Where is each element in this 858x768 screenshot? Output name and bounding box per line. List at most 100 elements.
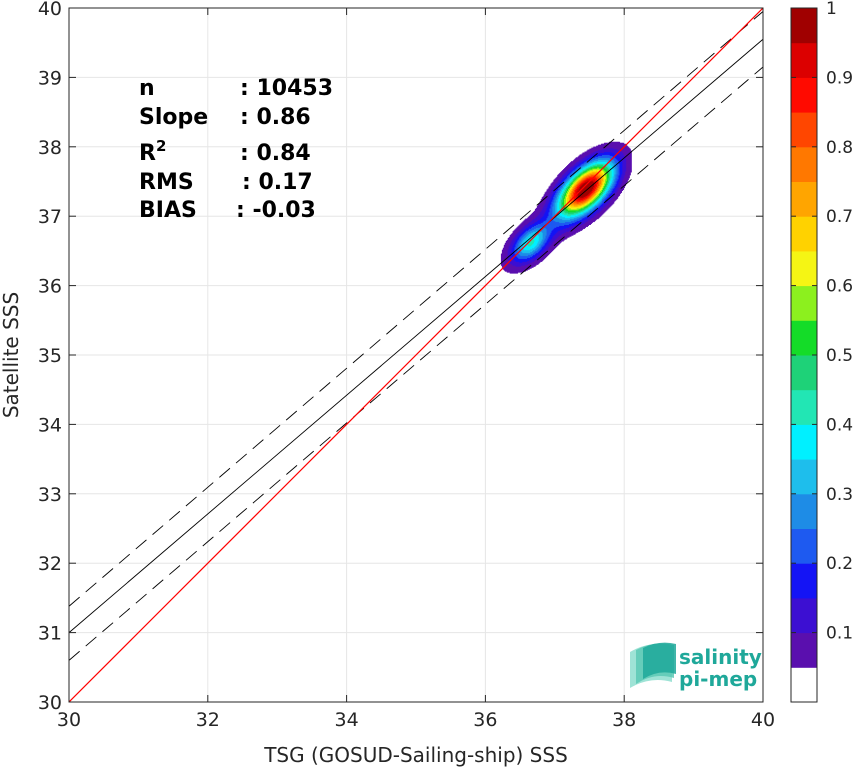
density-cell <box>549 214 552 217</box>
density-cell <box>530 256 532 259</box>
density-cell <box>544 231 547 233</box>
density-cell <box>549 241 552 244</box>
density-cell <box>573 185 576 188</box>
density-cell <box>546 202 549 204</box>
density-cell <box>569 182 572 185</box>
density-cell <box>540 248 543 251</box>
density-cell <box>567 178 569 181</box>
density-cell <box>525 230 527 232</box>
density-cell <box>547 217 550 220</box>
density-cell <box>531 261 533 263</box>
density-cell <box>577 167 580 169</box>
density-cell <box>546 203 549 205</box>
density-cell <box>546 242 549 245</box>
density-cell <box>509 248 512 251</box>
density-cell <box>570 220 573 223</box>
density-cell <box>515 237 518 240</box>
density-cell <box>548 212 551 215</box>
density-cell <box>563 211 565 214</box>
density-cell <box>530 257 532 259</box>
density-cell <box>543 230 546 232</box>
density-cell <box>518 255 521 258</box>
density-cell <box>540 243 543 246</box>
density-cell <box>525 226 527 228</box>
density-cell <box>506 251 509 254</box>
density-cell <box>510 262 513 264</box>
density-cell <box>579 205 582 208</box>
density-cell <box>573 221 576 224</box>
density-cell <box>533 229 536 231</box>
density-cell <box>532 246 534 249</box>
density-cell <box>554 200 556 202</box>
density-cell <box>558 224 560 226</box>
density-cell <box>553 210 555 213</box>
density-cell <box>533 217 535 220</box>
density-cell <box>564 203 566 205</box>
density-cell <box>534 255 537 258</box>
density-cell <box>506 260 509 262</box>
density-cell <box>533 244 536 247</box>
density-cell <box>537 242 540 245</box>
density-cell <box>552 202 555 204</box>
density-cell <box>528 216 530 219</box>
density-cell <box>510 268 513 270</box>
density-cell <box>512 243 515 246</box>
density-cell <box>511 271 514 273</box>
density-cell <box>548 237 551 240</box>
density-cell <box>566 231 568 233</box>
density-cell <box>533 250 536 253</box>
density-cell <box>533 251 535 254</box>
density-cell <box>551 193 554 195</box>
density-cell <box>518 238 521 241</box>
density-cell <box>539 215 542 218</box>
density-cell <box>572 186 575 189</box>
density-cell <box>555 184 557 187</box>
density-cell <box>575 183 578 186</box>
density-cell <box>502 268 505 270</box>
density-cell <box>519 254 521 257</box>
density-cell <box>524 267 526 269</box>
density-cell <box>528 218 530 221</box>
density-cell <box>564 213 566 216</box>
density-cell <box>567 186 570 189</box>
density-cell <box>571 234 574 236</box>
density-cell <box>579 207 582 210</box>
density-cell <box>516 249 519 252</box>
density-cell <box>550 197 553 199</box>
density-cell <box>574 177 577 180</box>
density-cell <box>527 217 529 220</box>
density-cell <box>534 250 537 253</box>
density-cell <box>568 211 571 214</box>
density-cell <box>532 243 534 246</box>
density-cell <box>570 161 573 163</box>
density-cell <box>561 190 563 192</box>
density-cell <box>571 169 574 171</box>
density-cell <box>571 205 574 208</box>
density-cell <box>573 162 576 164</box>
density-cell <box>533 254 535 257</box>
density-cell <box>530 263 532 265</box>
density-cell <box>552 186 555 189</box>
density-cell <box>577 203 580 205</box>
density-cell <box>511 242 514 245</box>
density-cell <box>554 226 556 228</box>
density-cell <box>540 236 543 238</box>
density-cell <box>536 222 539 225</box>
density-cell <box>519 239 521 242</box>
density-cell <box>571 177 574 180</box>
density-cell <box>572 193 575 195</box>
density-cell <box>520 257 522 259</box>
density-cell <box>556 181 558 184</box>
density-cell <box>576 215 579 218</box>
density-cell <box>514 260 517 262</box>
density-cell <box>567 185 569 188</box>
density-cell <box>517 227 520 229</box>
density-cell <box>564 198 566 200</box>
density-cell <box>517 235 520 237</box>
density-cell <box>544 250 547 253</box>
density-cell <box>569 164 572 166</box>
density-cell <box>547 248 550 251</box>
density-cell <box>532 248 534 251</box>
density-cell <box>539 245 542 248</box>
density-cell <box>548 252 551 255</box>
